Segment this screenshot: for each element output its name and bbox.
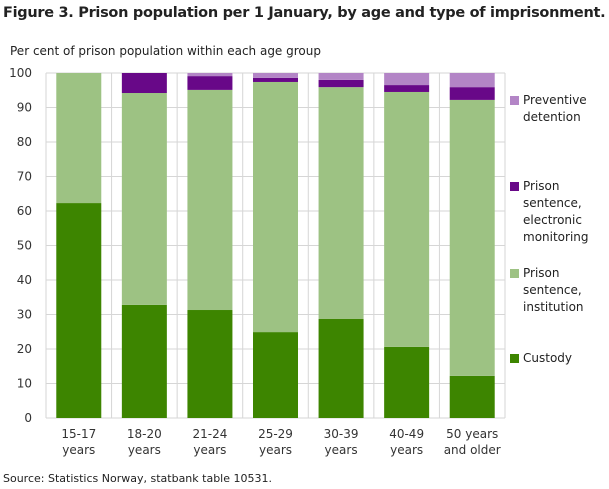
x-tick-label: years: [128, 443, 161, 457]
legend-label: monitoring: [523, 230, 589, 244]
bar-prison-sentence-electronic-monitoring: [121, 73, 167, 94]
bar-prison-sentence-institution: [253, 81, 298, 333]
x-tick-label: years: [390, 443, 423, 457]
legend-label: Prison: [523, 266, 560, 280]
y-tick-label: 90: [17, 101, 32, 115]
bar-custody: [56, 203, 102, 418]
x-tick-label: 30-39: [324, 427, 359, 441]
source-note: Source: Statistics Norway, statbank tabl…: [3, 472, 272, 485]
y-tick-label: 40: [17, 273, 32, 287]
bar-prison-sentence-institution: [318, 87, 364, 319]
bar-custody: [187, 310, 233, 418]
legend-item: Preventive detention: [510, 92, 587, 126]
y-tick-label: 100: [9, 66, 32, 80]
x-tick-label: 50 years: [446, 427, 498, 441]
x-tick-label: 21-24: [192, 427, 227, 441]
x-tick-label: and older: [444, 443, 501, 457]
y-tick-label: 60: [17, 204, 32, 218]
bar-custody: [384, 346, 430, 418]
bar-prison-sentence-institution: [384, 91, 430, 347]
legend-item: Prison sentence, electronic monitoring: [510, 178, 589, 246]
bar-prison-sentence-electronic-monitoring: [449, 87, 495, 100]
legend-item: Prison sentence, institution: [510, 265, 584, 316]
bar-prison-sentence-institution: [187, 89, 233, 311]
x-tick-label: years: [325, 443, 358, 457]
x-tick-label: 18-20: [127, 427, 162, 441]
x-tick-label: 25-29: [258, 427, 293, 441]
legend-swatch: [510, 354, 519, 363]
legend-label: institution: [523, 300, 584, 314]
x-tick-label: 15-17: [61, 427, 96, 441]
bar-custody: [318, 318, 364, 418]
legend-label: Prison: [523, 179, 560, 193]
bar-preventive-detention: [449, 73, 495, 88]
legend-swatch: [510, 96, 519, 105]
bar-prison-sentence-electronic-monitoring: [318, 79, 364, 88]
bar-preventive-detention: [253, 73, 298, 78]
chart-title: Figure 3. Prison population per 1 Januar…: [3, 5, 609, 21]
bar-custody: [253, 332, 298, 418]
legend-label: Custody: [523, 351, 573, 365]
legend-item: Custody: [510, 350, 573, 367]
x-tick-label: years: [259, 443, 292, 457]
bar-custody: [121, 304, 167, 418]
x-tick-label: years: [193, 443, 226, 457]
bar-preventive-detention: [187, 73, 233, 77]
legend-label: sentence,: [523, 196, 582, 210]
y-tick-label: 10: [17, 377, 32, 391]
bar-prison-sentence-institution: [121, 93, 167, 305]
legend-label: electronic: [523, 213, 582, 227]
y-axis-label: Per cent of prison population within eac…: [10, 44, 321, 58]
bar-preventive-detention: [384, 73, 430, 86]
bar-prison-sentence-electronic-monitoring: [253, 77, 298, 82]
bar-preventive-detention: [318, 73, 364, 80]
y-tick-label: 0: [24, 411, 32, 425]
y-tick-label: 20: [17, 342, 32, 356]
y-tick-label: 50: [17, 239, 32, 253]
bar-prison-sentence-electronic-monitoring: [187, 76, 233, 90]
x-tick-label: 40-49: [389, 427, 424, 441]
bar-prison-sentence-electronic-monitoring: [384, 85, 430, 92]
x-tick-label: years: [62, 443, 95, 457]
y-tick-label: 70: [17, 170, 32, 184]
bar-prison-sentence-institution: [56, 73, 102, 204]
bar-prison-sentence-institution: [449, 99, 495, 376]
bar-custody: [449, 375, 495, 418]
legend-swatch: [510, 182, 519, 191]
legend-label: sentence,: [523, 283, 582, 297]
y-tick-label: 30: [17, 308, 32, 322]
legend-label: Preventive: [523, 93, 587, 107]
legend-swatch: [510, 269, 519, 278]
legend-label: detention: [523, 110, 581, 124]
y-tick-label: 80: [17, 135, 32, 149]
